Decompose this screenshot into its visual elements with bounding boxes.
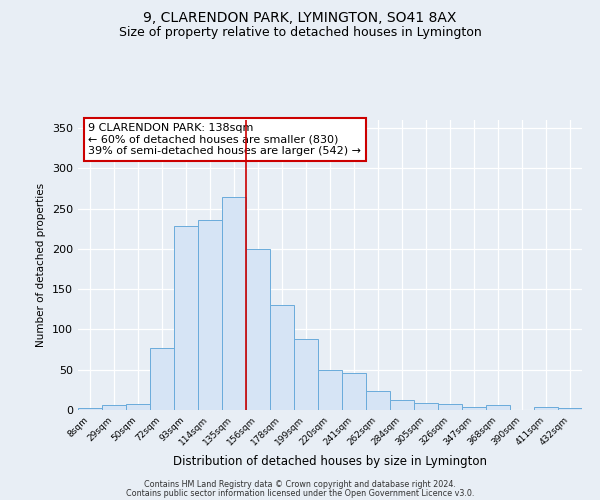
Bar bbox=[318, 370, 342, 410]
Bar bbox=[486, 405, 510, 410]
Bar bbox=[174, 226, 198, 410]
Text: Contains public sector information licensed under the Open Government Licence v3: Contains public sector information licen… bbox=[126, 488, 474, 498]
Bar bbox=[342, 373, 366, 410]
Bar bbox=[534, 407, 558, 410]
Text: 9 CLARENDON PARK: 138sqm
← 60% of detached houses are smaller (830)
39% of semi-: 9 CLARENDON PARK: 138sqm ← 60% of detach… bbox=[88, 123, 361, 156]
Bar bbox=[126, 404, 150, 410]
Bar bbox=[366, 390, 390, 410]
Bar bbox=[558, 408, 582, 410]
Bar bbox=[102, 405, 126, 410]
Bar bbox=[270, 306, 294, 410]
Bar bbox=[222, 196, 246, 410]
Text: Contains HM Land Registry data © Crown copyright and database right 2024.: Contains HM Land Registry data © Crown c… bbox=[144, 480, 456, 489]
Bar bbox=[438, 404, 462, 410]
Bar bbox=[294, 339, 318, 410]
Bar bbox=[78, 408, 102, 410]
Text: 9, CLARENDON PARK, LYMINGTON, SO41 8AX: 9, CLARENDON PARK, LYMINGTON, SO41 8AX bbox=[143, 11, 457, 25]
Bar bbox=[150, 348, 174, 410]
Bar bbox=[414, 403, 438, 410]
Bar bbox=[198, 220, 222, 410]
Bar bbox=[246, 249, 270, 410]
X-axis label: Distribution of detached houses by size in Lymington: Distribution of detached houses by size … bbox=[173, 456, 487, 468]
Text: Size of property relative to detached houses in Lymington: Size of property relative to detached ho… bbox=[119, 26, 481, 39]
Bar bbox=[390, 400, 414, 410]
Bar bbox=[462, 407, 486, 410]
Y-axis label: Number of detached properties: Number of detached properties bbox=[37, 183, 46, 347]
